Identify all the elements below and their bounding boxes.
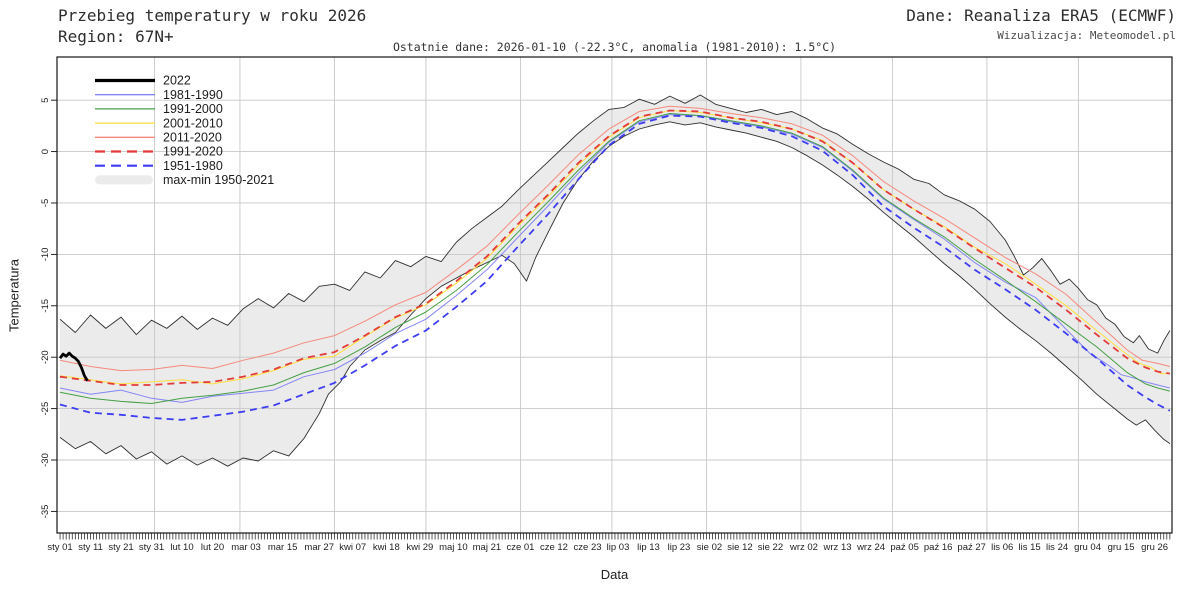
x-tick-label: mar 27	[304, 542, 334, 553]
legend-label: max-min 1950-2021	[163, 173, 274, 187]
y-tick-label: -20	[40, 350, 51, 364]
band-min-line	[59, 121, 1171, 467]
y-tick-label: -10	[40, 248, 51, 262]
band-max-line	[59, 94, 1171, 354]
x-tick-label: sie 22	[758, 542, 783, 553]
x-tick-label: gru 26	[1141, 542, 1168, 553]
legend-label: 1991-2000	[163, 102, 223, 116]
page-title: Przebieg temperatury w roku 2026	[58, 6, 367, 25]
x-tick-label: paź 27	[957, 542, 986, 553]
x-tick-label: kwi 29	[406, 542, 433, 553]
x-tick-label: lut 10	[170, 542, 193, 553]
region-label: Region: 67N+	[58, 27, 174, 46]
y-tick-label: -25	[40, 402, 51, 416]
legend-label: 1981-1990	[163, 88, 223, 102]
x-tick-label: sty 31	[139, 542, 164, 553]
y-tick-label: -35	[40, 505, 51, 519]
y-tick-label: 0	[40, 149, 51, 154]
series-1951-1980	[59, 114, 1171, 421]
x-tick-label: wrz 02	[789, 542, 818, 553]
last-data-subtitle: Ostatnie dane: 2026-01-10 (-22.3°C, anom…	[392, 40, 837, 54]
y-tick-label: -30	[40, 453, 51, 467]
y-axis-title: Temperatura	[6, 259, 22, 332]
y-tick-label: -15	[40, 299, 51, 313]
x-tick-label: sty 01	[47, 542, 72, 553]
x-tick-label: lis 24	[1046, 542, 1068, 553]
x-tick-label: sty 21	[108, 542, 133, 553]
legend-label: 2001-2010	[163, 116, 223, 130]
legend-swatch-band	[95, 175, 153, 185]
x-tick-label: lip 23	[668, 542, 691, 553]
x-tick-label: wrz 24	[856, 542, 885, 553]
y-tick-label: 5	[40, 98, 51, 103]
x-tick-label: gru 04	[1074, 542, 1101, 553]
y-tick-label: -5	[40, 199, 51, 207]
x-tick-label: lut 20	[201, 542, 224, 553]
x-tick-label: paź 16	[924, 542, 953, 553]
x-tick-label: mar 03	[231, 542, 261, 553]
legend-label: 2011-2020	[163, 131, 222, 145]
series-2011-2020	[59, 105, 1171, 372]
x-tick-label: lis 06	[991, 542, 1013, 553]
x-tick-label: cze 01	[506, 542, 534, 553]
x-tick-label: maj 10	[439, 542, 468, 553]
x-tick-label: cze 12	[540, 542, 568, 553]
x-tick-label: lis 15	[1019, 542, 1041, 553]
x-tick-label: sie 12	[727, 542, 752, 553]
legend-label: 2022	[163, 74, 191, 88]
series-2022	[58, 351, 89, 382]
x-axis-title: Data	[600, 567, 629, 582]
data-source-label: Dane: Reanaliza ERA5 (ECMWF)	[906, 6, 1176, 25]
x-tick-label: maj 21	[473, 542, 502, 553]
series-2001-2010	[59, 110, 1170, 385]
x-tick-label: kwi 07	[339, 542, 366, 553]
x-tick-label: lip 03	[607, 542, 630, 553]
x-tick-label: cze 23	[574, 542, 602, 553]
x-tick-label: paź 05	[890, 542, 919, 553]
x-tick-label: lip 13	[637, 542, 660, 553]
x-tick-label: wrz 13	[823, 542, 852, 553]
legend-label: 1991-2020	[163, 145, 223, 159]
x-tick-label: gru 15	[1108, 542, 1135, 553]
x-tick-label: sty 11	[78, 542, 103, 553]
visualization-credit: Wizualizacja: Meteomodel.pl	[997, 29, 1176, 42]
legend-label: 1951-1980	[163, 159, 223, 173]
series-1991-2000	[59, 113, 1171, 404]
x-tick-label: kwi 18	[373, 542, 400, 553]
x-tick-label: mar 15	[268, 542, 298, 553]
series-1991-2020	[59, 109, 1171, 386]
series-1981-1990	[59, 114, 1171, 403]
x-tick-label: sie 02	[697, 542, 722, 553]
plot-frame	[56, 56, 1173, 534]
